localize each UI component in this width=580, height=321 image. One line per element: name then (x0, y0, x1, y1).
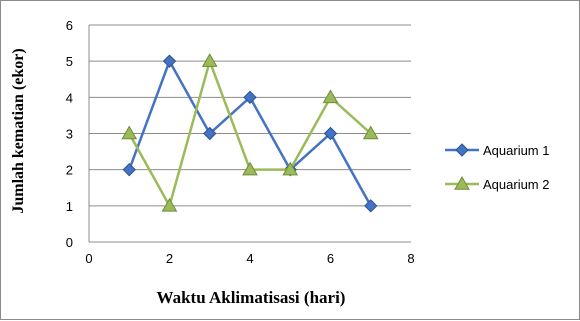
y-tick-label-2: 2 (66, 163, 73, 178)
data-point-s2-4 (242, 161, 258, 176)
data-point-s2-6 (322, 89, 339, 104)
data-point-s1-1 (122, 162, 136, 177)
legend-label-2: Aquarium 2 (483, 177, 549, 192)
legend-marker-2 (454, 175, 470, 190)
y-tick-label-1: 1 (66, 199, 73, 214)
legend-marker-1 (455, 143, 469, 157)
x-axis-title: Waktu Aklimatisasi (hari) (157, 288, 346, 307)
data-point-s2-5 (282, 161, 299, 176)
x-tick-label-4: 4 (246, 251, 253, 266)
x-tick-label-2: 2 (166, 251, 173, 266)
data-point-s2-3 (201, 53, 218, 67)
y-tick-label-5: 5 (66, 54, 73, 69)
y-tick-label-6: 6 (66, 18, 73, 33)
legend-label-1: Aquarium 1 (483, 143, 549, 158)
data-point-s2-2 (161, 197, 178, 212)
legend: Aquarium 1 Aquarium 2 (445, 143, 549, 192)
data-point-s1-4 (243, 90, 257, 105)
data-point-s1-3 (203, 126, 217, 141)
x-tick-label-8: 8 (407, 251, 414, 266)
series-layer (121, 53, 379, 213)
y-tick-label-3: 3 (66, 127, 73, 142)
x-tick-label-6: 6 (327, 251, 334, 266)
y-tick-label-4: 4 (66, 90, 73, 105)
data-point-s2-1 (121, 125, 138, 140)
data-point-s1-7 (364, 199, 378, 213)
data-point-s2-7 (362, 125, 379, 140)
y-tick-label-0: 0 (66, 235, 73, 250)
x-tick-label-0: 0 (85, 251, 92, 266)
data-point-s1-2 (162, 54, 177, 68)
axes-layer: 0 1 2 3 4 5 6 0 2 4 6 8 (66, 18, 415, 266)
grid-layer (89, 24, 411, 207)
y-axis-title: Jumlah kematian (ekor) (10, 48, 27, 213)
data-point-s1-6 (323, 126, 338, 141)
